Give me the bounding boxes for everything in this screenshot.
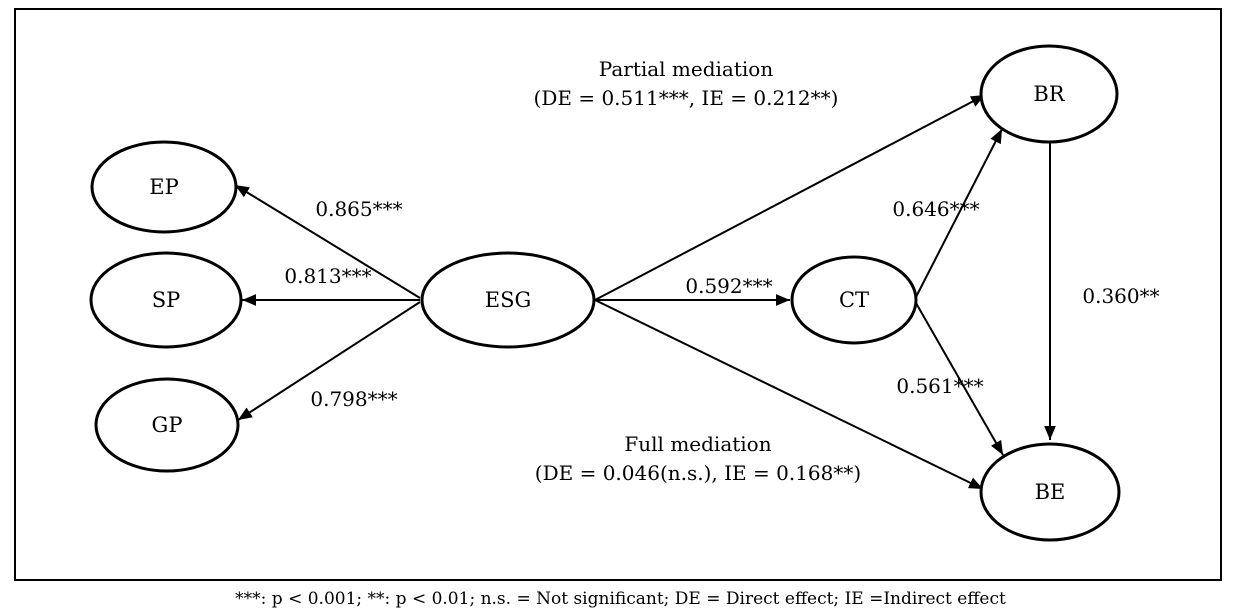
coef-ct-br: 0.646*** [892, 197, 979, 221]
full-mediation-detail: (DE = 0.046(n.s.), IE = 0.168**) [535, 461, 861, 485]
coef-esg-gp: 0.798*** [310, 387, 397, 411]
arrow-esg-be [594, 299, 984, 490]
coef-esg-ep: 0.865*** [315, 197, 402, 221]
node-sp [89, 251, 243, 349]
node-sp-label: SP [152, 288, 181, 312]
node-br-label: BR [1033, 82, 1065, 106]
partial-mediation-detail: (DE = 0.511***, IE = 0.212**) [534, 86, 839, 110]
node-be [979, 442, 1121, 542]
arrow-ct-br [915, 128, 1003, 298]
node-ct-label: CT [839, 288, 869, 312]
node-ct [790, 255, 918, 345]
coef-esg-ct: 0.592*** [685, 274, 772, 298]
arrow-esg-br [594, 94, 986, 301]
node-esg-label: ESG [485, 288, 532, 312]
arrow-ct-be [915, 302, 1004, 456]
partial-mediation-title: Partial mediation [599, 57, 774, 81]
node-ep-label: EP [149, 175, 178, 199]
node-esg [420, 251, 596, 349]
coef-br-be: 0.360** [1082, 284, 1159, 308]
node-gp-label: GP [152, 413, 183, 437]
coef-ct-be: 0.561*** [896, 374, 983, 398]
node-be-label: BE [1035, 480, 1066, 504]
coef-esg-sp: 0.813*** [284, 264, 371, 288]
node-ep [90, 140, 238, 234]
arrow-esg-ep [234, 184, 421, 299]
footnote: ***: p < 0.001; **: p < 0.01; n.s. = Not… [235, 589, 1006, 609]
diagram-frame [14, 8, 1222, 581]
arrow-esg-gp [237, 301, 421, 421]
full-mediation-title: Full mediation [624, 432, 771, 456]
node-br [979, 44, 1119, 144]
node-gp [94, 377, 240, 473]
